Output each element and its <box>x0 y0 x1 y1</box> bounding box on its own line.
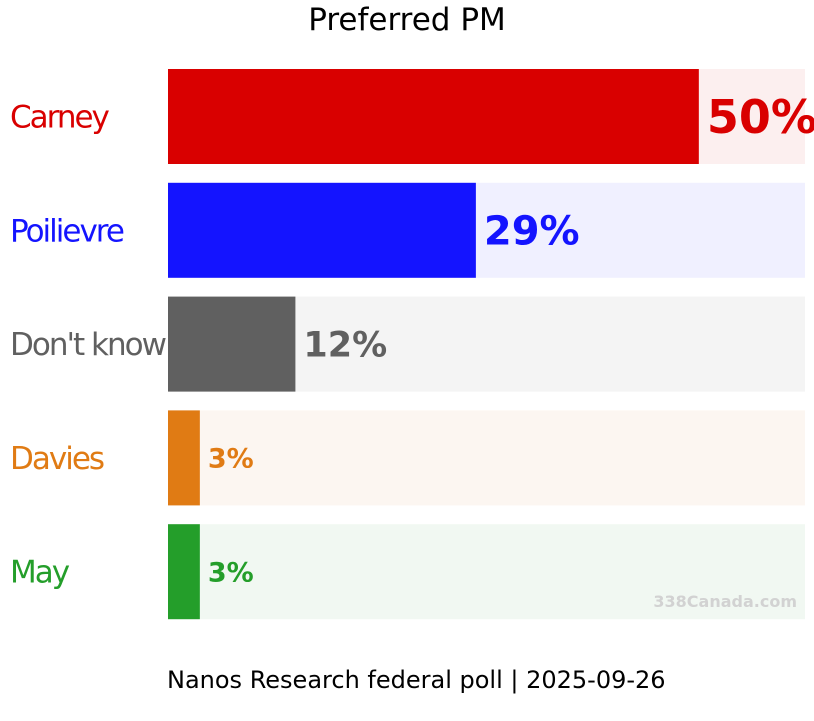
category-label-davies: Davies <box>10 441 104 477</box>
value-label-don-t-know: 12% <box>303 326 387 366</box>
watermark: 338Canada.com <box>653 592 797 611</box>
value-label-carney: 50% <box>707 90 814 144</box>
source-footer: Nanos Research federal poll | 2025-09-26 <box>167 666 666 694</box>
category-label-don-t-know: Don't know <box>10 327 167 363</box>
category-label-may: May <box>10 555 70 591</box>
bar-davies <box>168 410 200 506</box>
category-label-poilievre: Poilievre <box>10 213 124 249</box>
chart-title: Preferred PM <box>308 2 506 38</box>
value-label-davies: 3% <box>208 444 254 475</box>
bar-poilievre <box>168 182 476 278</box>
bar-background-may <box>168 524 805 620</box>
bar-background-davies <box>168 410 805 506</box>
category-label-carney: Carney <box>10 100 110 136</box>
bar-may <box>168 524 200 620</box>
value-label-poilievre: 29% <box>484 209 580 255</box>
bar-don-t-know <box>168 296 296 392</box>
value-label-may: 3% <box>208 557 254 588</box>
bar-carney <box>168 69 699 164</box>
